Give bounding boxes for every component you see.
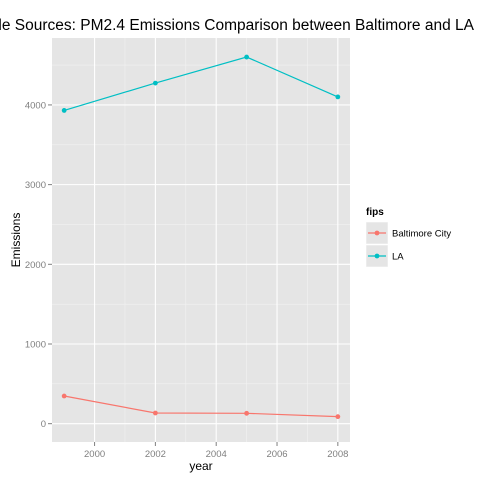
legend-point-la — [374, 253, 380, 259]
legend-items: Baltimore City LA — [365, 221, 451, 268]
data-point-baltimore-city — [335, 414, 341, 420]
data-point-baltimore-city — [152, 410, 158, 416]
y-tick-label: 1000 — [25, 339, 46, 350]
legend-label-la: LA — [392, 252, 404, 263]
data-point-baltimore-city — [244, 410, 250, 416]
legend-title: fips — [366, 207, 384, 218]
legend-label-baltimore-city: Baltimore City — [392, 229, 451, 240]
x-tick-label: 2002 — [145, 449, 166, 460]
y-axis-label: Emissions — [9, 213, 23, 268]
data-point-la — [335, 94, 341, 100]
data-point-la — [244, 54, 250, 60]
data-point-la — [61, 108, 67, 113]
x-tick-label: 2000 — [84, 449, 105, 460]
series-line-baltimore-city — [64, 395, 338, 418]
x-tick-label: 2008 — [327, 449, 348, 460]
series-line-la — [63, 56, 339, 112]
y-tick-label: 3000 — [25, 180, 46, 191]
x-tick-label: 2004 — [206, 449, 227, 460]
series-layer — [61, 54, 341, 420]
x-tick-label: 2006 — [266, 449, 287, 460]
legend: fips Baltimore City LA — [365, 207, 451, 268]
data-point-la — [152, 80, 158, 86]
y-tick-label: 2000 — [25, 260, 46, 271]
grid-major — [52, 38, 350, 442]
plot-panel — [52, 38, 350, 442]
y-axis: 0 1000 2000 3000 4000 — [25, 100, 52, 430]
legend-point-baltimore-city — [374, 230, 380, 236]
chart-title: ecle Sources: PM2.4 Emissions Comparison… — [0, 17, 475, 34]
y-tick-label: 0 — [41, 419, 46, 430]
x-axis: 2000 2002 2004 2006 2008 — [84, 442, 348, 460]
y-tick-label: 4000 — [25, 100, 46, 111]
data-point-baltimore-city — [61, 393, 67, 399]
x-axis-label: year — [189, 459, 212, 473]
